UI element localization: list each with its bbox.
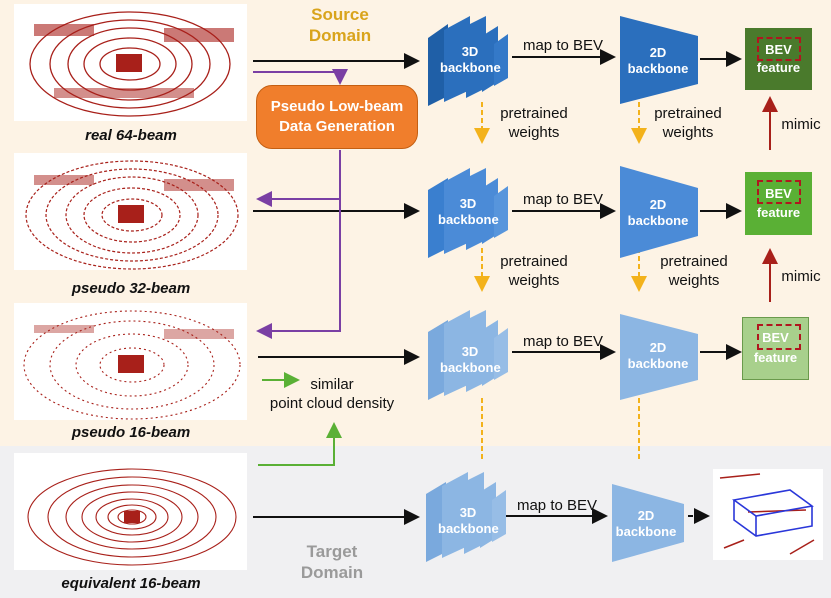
pretrained-weights-label-2: pretrained weights (654, 105, 722, 141)
backbone-2d-row3 (620, 314, 698, 400)
caption-real-64-beam: real 64-beam (85, 127, 177, 144)
mimic-label-2: mimic (781, 268, 821, 285)
backbone-2d-label-3: 2D backbone (627, 340, 689, 371)
bev-feature-title-1: BEV (765, 42, 792, 57)
map-to-bev-label-3: map to BEV (522, 333, 604, 350)
bev-feature-sub-2: feature (756, 205, 801, 220)
caption-pseudo-16-beam: pseudo 16-beam (71, 424, 191, 441)
backbone-3d-row1 (428, 16, 508, 106)
backbone-2d-label-4: 2D backbone (615, 508, 677, 539)
bev-feature-crop-1 (757, 37, 801, 61)
bev-feature-title-2: BEV (765, 186, 792, 201)
bev-feature-title-3: BEV (762, 330, 789, 345)
backbone-2d-label-1: 2D backbone (627, 45, 689, 76)
caption-equivalent-16-beam: equivalent 16-beam (61, 575, 201, 592)
target-domain-label: Target Domain (300, 542, 364, 582)
backbone-3d-label-3: 3D backbone (440, 344, 501, 375)
pretrained-weights-label-4: pretrained weights (660, 253, 728, 289)
mimic-label-1: mimic (781, 116, 821, 133)
map-to-bev-label-1: map to BEV (522, 37, 604, 54)
bev-feature-crop-2 (757, 180, 801, 204)
caption-pseudo-32-beam: pseudo 32-beam (71, 280, 191, 297)
bev-feature-crop-3 (757, 324, 801, 350)
pretrained-weights-label-3: pretrained weights (500, 253, 568, 289)
backbone-2d-row1 (620, 16, 698, 104)
map-to-bev-label-2: map to BEV (522, 191, 604, 208)
backbone-2d-row2 (620, 166, 698, 258)
bev-feature-sub-3: feature (753, 350, 798, 365)
detection-result (713, 469, 823, 560)
backbone-2d-row4 (612, 484, 684, 562)
backbone-3d-row3 (428, 310, 508, 400)
backbone-2d-label-2: 2D backbone (627, 197, 689, 228)
scan-real-64-beam (14, 4, 247, 121)
backbone-3d-row4 (426, 472, 506, 562)
pretrained-weights-label-1: pretrained weights (500, 105, 568, 141)
bev-feature-sub-1: feature (756, 60, 801, 75)
map-to-bev-label-4: map to BEV (516, 497, 598, 514)
backbone-3d-label-2: 3D backbone (438, 196, 499, 227)
scan-pseudo-16-beam (14, 303, 247, 420)
similar-density-label: similar point cloud density (269, 376, 395, 412)
backbone-3d-row2 (428, 168, 508, 258)
pseudo-data-generation-label: Pseudo Low-beam Data Generation (270, 98, 404, 135)
backbone-3d-label-4: 3D backbone (438, 505, 499, 536)
scan-pseudo-32-beam (14, 153, 247, 270)
backbone-3d-label-1: 3D backbone (440, 44, 501, 75)
source-domain-label: Source Domain (308, 5, 372, 45)
scan-equivalent-16-beam (14, 453, 247, 570)
pseudo-data-generation-box: Pseudo Low-beam Data Generation (256, 85, 418, 149)
